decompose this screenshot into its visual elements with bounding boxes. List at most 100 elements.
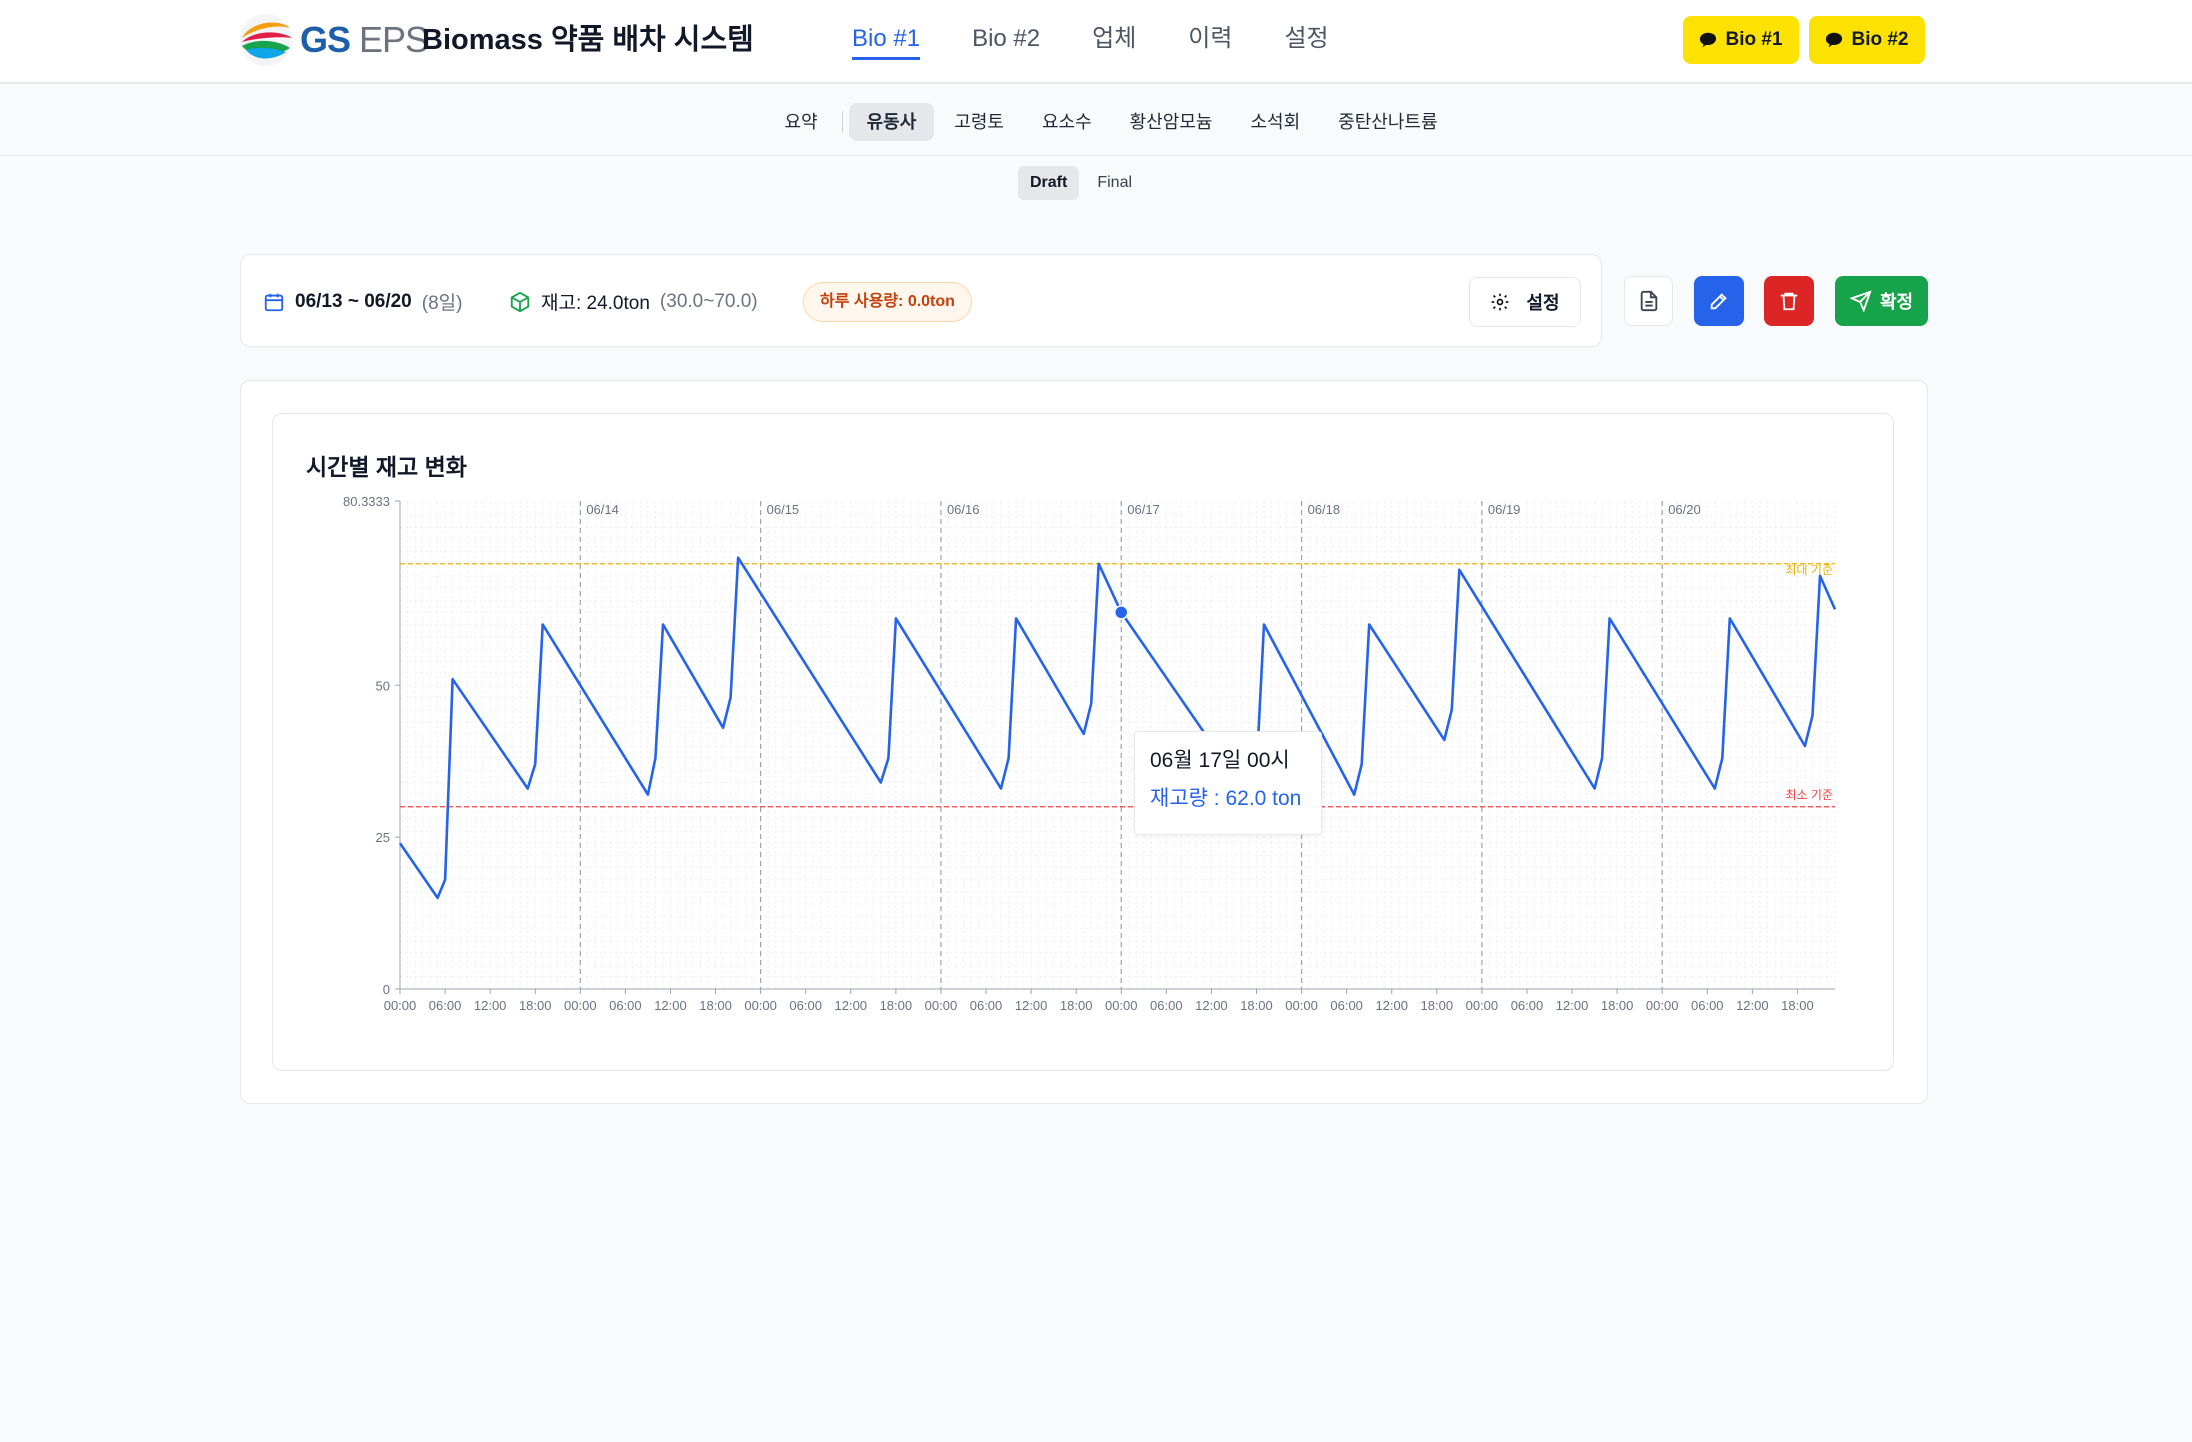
main-nav: Bio #1 Bio #2 업체 이력 설정 — [826, 0, 1355, 84]
y-tick-label: 80.3333 — [343, 494, 390, 509]
x-tick-label: 12:00 — [1015, 998, 1048, 1013]
info-bar: 06/13 ~ 06/20 (8일) 재고: 24.0ton (30.0~70.… — [240, 254, 1602, 347]
day-label: 06/15 — [767, 502, 800, 517]
x-tick-label: 06:00 — [429, 998, 462, 1013]
x-tick-label: 06:00 — [970, 998, 1003, 1013]
stock-line-chart: 06/14 06/15 06/16 06/17 06/18 06/19 06/20 0 25 50… — [343, 494, 1837, 1013]
x-tick-label: 06:00 — [1330, 998, 1363, 1013]
x-tick-label: 12:00 — [835, 998, 868, 1013]
settings-button[interactable]: 설정 — [1469, 277, 1581, 327]
x-tick-label: 00:00 — [1105, 998, 1138, 1013]
tab-company[interactable]: 업체 — [1092, 25, 1137, 52]
tooltip-value: 재고량 : 62.0 ton — [1150, 787, 1302, 810]
subnav-urea[interactable]: 요소수 — [1041, 111, 1092, 132]
pencil-icon — [1710, 293, 1727, 310]
tab-history[interactable]: 이력 — [1188, 25, 1233, 52]
x-tick-label: 06:00 — [789, 998, 822, 1013]
subnav-fluid-sand[interactable]: 유동사 — [848, 102, 935, 141]
x-tick-label: 12:00 — [654, 998, 687, 1013]
tooltip-title: 06월 17일 00시 — [1150, 749, 1290, 772]
kakao-bio1-label: Bio #1 — [1725, 29, 1783, 50]
chat-bubble-icon — [1826, 32, 1843, 48]
document-button[interactable] — [1624, 276, 1673, 326]
stock-range: (30.0~70.0) — [659, 290, 758, 312]
brand-name: GS EPS — [300, 18, 429, 62]
reference-label: 최소 기준 — [1786, 788, 1834, 802]
subnav-kaolin[interactable]: 고령토 — [954, 111, 1004, 132]
x-tick-label: 18:00 — [1060, 998, 1093, 1013]
edit-button[interactable] — [1694, 276, 1744, 326]
calendar-icon — [264, 293, 284, 311]
day-label: 06/20 — [1668, 502, 1701, 517]
day-label: 06/19 — [1488, 502, 1521, 517]
chart-title: 시간별 재고 변화 — [306, 454, 467, 480]
x-tick-label: 06:00 — [609, 998, 642, 1013]
x-tick-label: 00:00 — [564, 998, 597, 1013]
x-tick-label: 18:00 — [880, 998, 913, 1013]
x-tick-label: 00:00 — [744, 998, 777, 1013]
y-tick-label: 50 — [376, 678, 390, 693]
x-tick-label: 12:00 — [474, 998, 507, 1013]
gear-icon — [1492, 293, 1509, 311]
stock-info: 재고: 24.0ton (30.0~70.0) — [509, 255, 758, 348]
brand-gs: GS — [300, 19, 351, 60]
brand-eps: EPS — [359, 19, 429, 60]
trash-icon — [1780, 292, 1798, 311]
y-tick-label: 25 — [376, 830, 390, 845]
send-icon — [1849, 290, 1872, 312]
x-tick-label: 18:00 — [1240, 998, 1273, 1013]
tab-settings[interactable]: 설정 — [1284, 25, 1329, 52]
tab-bio2[interactable]: Bio #2 — [972, 25, 1041, 52]
settings-label: 설정 — [1526, 293, 1560, 313]
x-tick-label: 06:00 — [1691, 998, 1724, 1013]
x-tick-label: 18:00 — [1601, 998, 1634, 1013]
x-tick-label: 12:00 — [1375, 998, 1408, 1013]
x-tick-label: 06:00 — [1150, 998, 1183, 1013]
gs-logo-icon — [240, 14, 292, 66]
chemical-subnav: 요약 유동사 고령토 요소수 황산암모늄 소석회 중탄산나트륨 — [0, 88, 2192, 156]
day-label: 06/14 — [586, 502, 619, 517]
stock-value: 재고: 24.0ton — [541, 293, 650, 314]
kakao-bio1-button[interactable]: Bio #1 — [1683, 16, 1799, 64]
app-title: Biomass 약품 배차 시스템 — [422, 24, 754, 56]
x-tick-label: 00:00 — [1285, 998, 1318, 1013]
mode-toggle: Draft Final — [1018, 166, 1144, 200]
date-range: 06/13 ~ 06/20 — [295, 290, 412, 312]
daily-usage-badge: 하루 사용량: 0.0ton — [803, 282, 972, 322]
x-tick-label: 12:00 — [1556, 998, 1589, 1013]
x-tick-label: 18:00 — [1421, 998, 1454, 1013]
x-tick-label: 00:00 — [384, 998, 417, 1013]
x-tick-label: 12:00 — [1736, 998, 1769, 1013]
mode-final[interactable]: Final — [1097, 174, 1133, 191]
day-label: 06/16 — [947, 502, 980, 517]
subnav-sodium-bicarbonate[interactable]: 중탄산나트륨 — [1338, 111, 1438, 132]
mode-draft[interactable]: Draft — [1018, 166, 1080, 200]
x-tick-label: 00:00 — [1466, 998, 1499, 1013]
x-tick-label: 18:00 — [1781, 998, 1814, 1013]
chart-tooltip: 06월 17일 00시 재고량 : 62.0 ton — [1134, 731, 1322, 835]
day-label: 06/18 — [1308, 502, 1341, 517]
confirm-button[interactable]: 확정 — [1835, 276, 1928, 326]
x-tick-label: 18:00 — [699, 998, 732, 1013]
chat-bubble-icon — [1700, 32, 1717, 48]
x-tick-label: 06:00 — [1511, 998, 1544, 1013]
stock-series-line — [398, 556, 1837, 900]
confirm-label: 확정 — [1879, 292, 1914, 312]
document-icon — [1640, 290, 1657, 312]
subnav-ammonium-sulfate[interactable]: 황산암모늄 — [1129, 111, 1213, 132]
y-tick-label: 0 — [383, 982, 390, 997]
kakao-bio2-button[interactable]: Bio #2 — [1809, 16, 1925, 64]
subnav-slaked-lime[interactable]: 소석회 — [1250, 111, 1301, 132]
x-tick-label: 18:00 — [519, 998, 552, 1013]
delete-button[interactable] — [1764, 276, 1814, 326]
subnav-summary[interactable]: 요약 — [784, 111, 818, 132]
top-header: GS EPS Biomass 약품 배차 시스템 Bio #1 Bio #2 업… — [0, 0, 2192, 84]
date-range-info: 06/13 ~ 06/20 (8일) — [263, 255, 462, 348]
x-tick-label: 00:00 — [925, 998, 958, 1013]
x-tick-label: 00:00 — [1646, 998, 1679, 1013]
day-count: (8일) — [421, 293, 463, 314]
tab-bio1[interactable]: Bio #1 — [826, 0, 946, 84]
subnav-divider — [841, 110, 843, 133]
x-tick-label: 12:00 — [1195, 998, 1228, 1013]
highlight-point — [1114, 605, 1129, 620]
